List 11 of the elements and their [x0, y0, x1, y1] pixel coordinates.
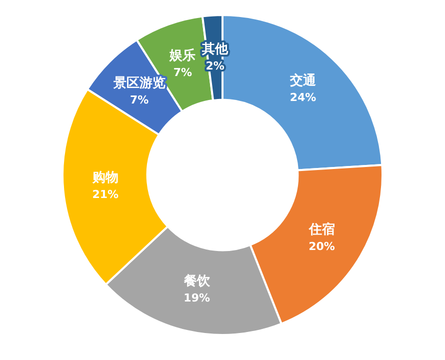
slice-label: 住宿	[308, 221, 335, 238]
data-label: 7%	[173, 66, 192, 80]
data-label: 24%	[290, 91, 316, 104]
slice-label: 交通	[289, 72, 318, 89]
slice-label: 餐饮	[182, 274, 211, 290]
data-label: 19%	[184, 292, 210, 305]
data-label: 20%	[308, 240, 335, 253]
slice-label: 购物	[91, 170, 118, 186]
data-label: 21%	[92, 188, 119, 201]
data-label: 7%	[130, 94, 149, 107]
slice-label: 娱乐	[168, 48, 196, 64]
